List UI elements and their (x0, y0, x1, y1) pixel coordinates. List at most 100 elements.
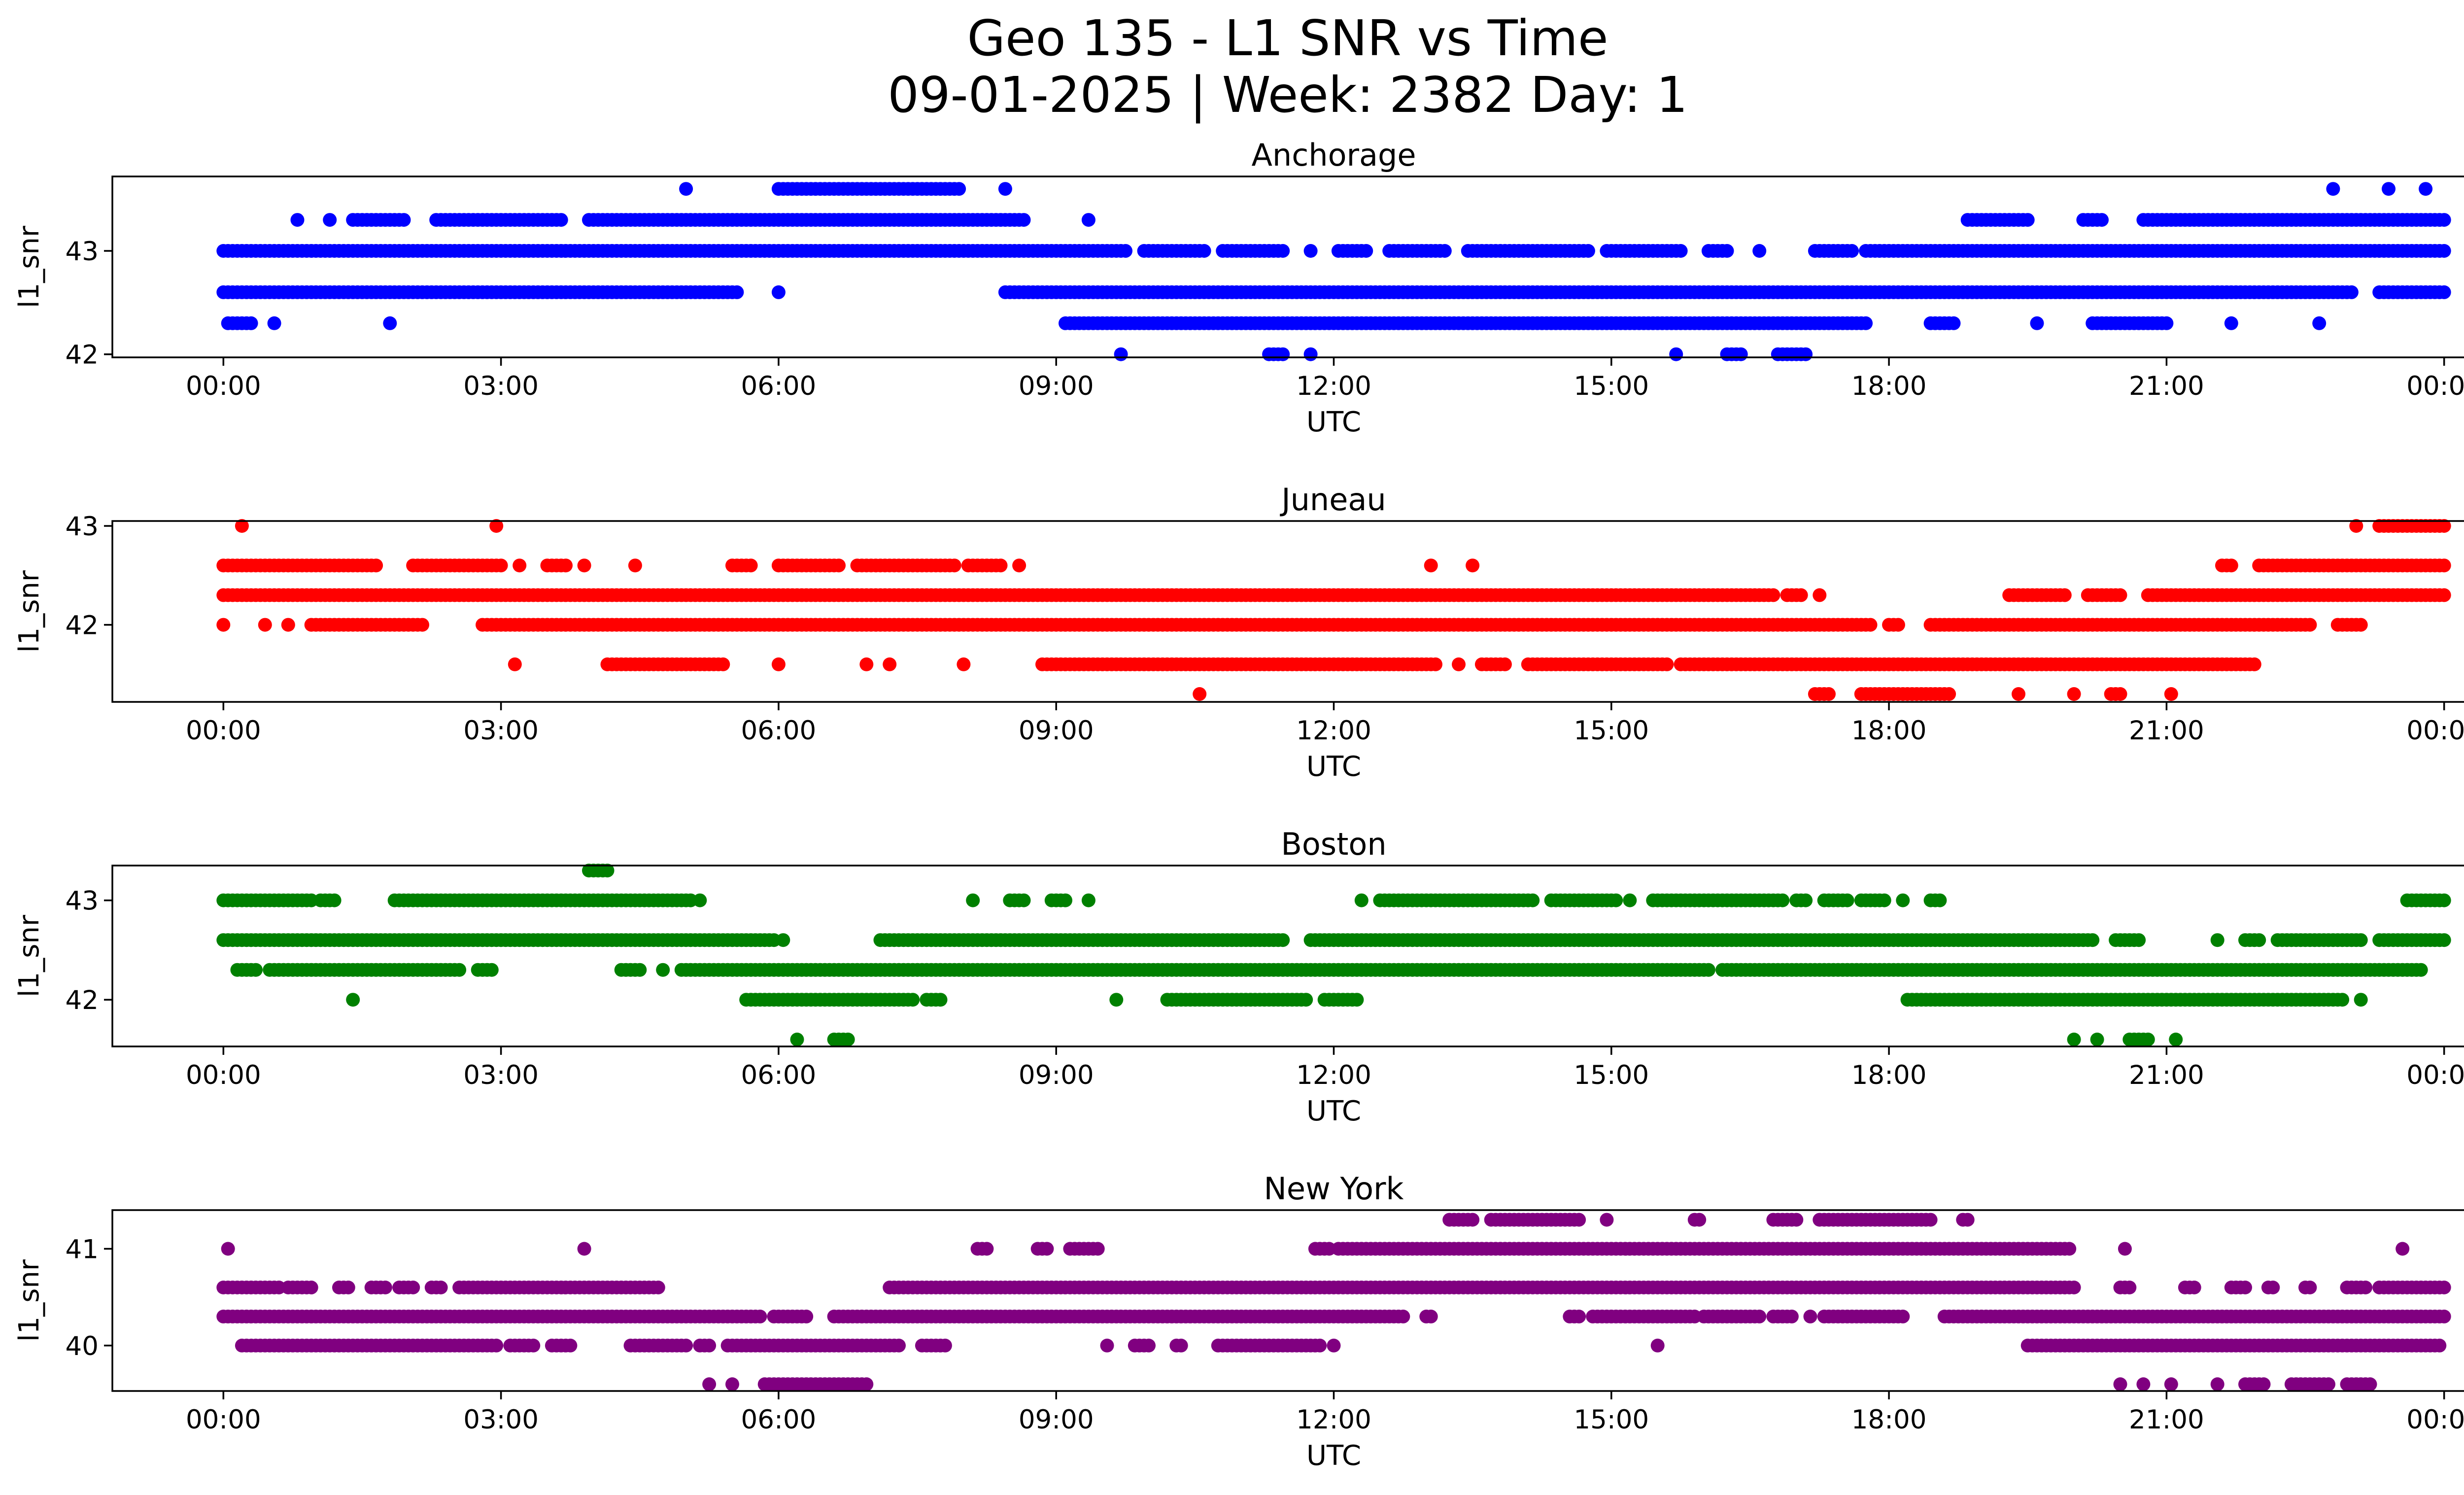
x-tick-label: 03:00 (463, 1060, 539, 1090)
data-point (1276, 347, 1290, 361)
data-point (1327, 1338, 1341, 1353)
data-point (2210, 933, 2224, 947)
y-axis-label: l1_snr (13, 225, 45, 308)
data-point (633, 963, 647, 977)
data-point (2247, 657, 2261, 671)
data-point (776, 933, 790, 947)
x-tick-label: 21:00 (2129, 716, 2204, 746)
data-point (2437, 244, 2451, 258)
data-point (1109, 993, 1124, 1007)
data-point (1845, 244, 1859, 258)
data-point (1799, 893, 1813, 907)
data-point (2437, 933, 2451, 947)
data-point (1947, 316, 1961, 330)
data-point (2257, 1377, 2271, 1391)
data-point (892, 1338, 906, 1353)
data-point (957, 657, 971, 671)
x-tick-label: 00:00 (186, 716, 261, 746)
data-point (679, 1338, 693, 1353)
data-point (1822, 687, 1836, 701)
x-tick-label: 15:00 (1574, 1060, 1649, 1090)
data-point (489, 1338, 504, 1353)
data-point (1354, 893, 1369, 907)
data-point (2086, 933, 2100, 947)
data-point (1303, 347, 1318, 361)
data-point (2159, 316, 2174, 330)
data-point (1174, 1338, 1188, 1353)
x-tick-label: 15:00 (1574, 716, 1649, 746)
data-point (563, 1338, 578, 1353)
chart-title-line2: 09-01-2025 | Week: 2382 Day: 1 (888, 66, 1687, 124)
data-point (2354, 933, 2368, 947)
data-point (1142, 1338, 1156, 1353)
x-tick-label: 00:00 (2406, 1060, 2464, 1090)
data-point (2432, 1338, 2447, 1353)
data-point (2113, 1377, 2127, 1391)
panel-title-anchorage: Anchorage (1251, 137, 1416, 173)
data-point (2437, 285, 2451, 299)
data-point (1017, 213, 1031, 227)
data-point (1081, 213, 1095, 227)
data-point (2335, 993, 2350, 1007)
y-tick-label: 42 (66, 985, 99, 1015)
data-point (577, 558, 591, 573)
data-point (933, 993, 948, 1007)
data-point (1720, 244, 1734, 258)
data-point (484, 963, 499, 977)
data-point (1933, 893, 1947, 907)
data-point (2210, 1377, 2224, 1391)
y-axis-label: l1_snr (13, 570, 45, 653)
data-point (2030, 316, 2044, 330)
data-point (323, 213, 337, 227)
data-point (2020, 213, 2035, 227)
data-point (249, 963, 263, 977)
data-point (966, 893, 980, 907)
data-point (1012, 558, 1027, 573)
data-point (378, 1281, 392, 1294)
data-point (1701, 963, 1715, 977)
data-point (841, 1032, 855, 1046)
data-point (346, 993, 360, 1007)
data-point (2437, 519, 2451, 533)
data-point (2349, 519, 2363, 533)
data-point (1650, 1338, 1665, 1353)
data-point (753, 1309, 767, 1323)
plot-frame-anchorage (111, 175, 2464, 358)
data-point (2164, 1377, 2178, 1391)
data-point (656, 963, 670, 977)
data-point (397, 213, 411, 227)
data-point (1863, 618, 1878, 632)
x-tick-label: 09:00 (1019, 716, 1094, 746)
data-point (883, 657, 897, 671)
data-point (2141, 1032, 2155, 1046)
data-point (1581, 244, 1595, 258)
x-tick-label: 09:00 (1019, 1060, 1094, 1090)
data-point (2437, 588, 2451, 602)
data-point (1059, 893, 1072, 907)
data-point (304, 1281, 318, 1294)
data-point (2164, 687, 2178, 701)
data-point (2312, 316, 2327, 330)
data-point (1942, 687, 1956, 701)
data-point (235, 519, 249, 533)
data-point (1193, 687, 1207, 701)
data-point (1840, 893, 1854, 907)
data-point (2113, 588, 2127, 602)
data-point (508, 657, 522, 671)
data-point (2067, 1032, 2081, 1046)
x-tick-label: 21:00 (2129, 371, 2204, 401)
x-axis-label: UTC (1306, 1095, 1361, 1127)
data-point (327, 893, 342, 907)
plot-frame-boston (111, 865, 2464, 1047)
x-tick-label: 06:00 (741, 716, 817, 746)
x-tick-label: 00:00 (2406, 371, 2464, 401)
y-tick-label: 42 (66, 611, 99, 641)
data-point (2095, 213, 2109, 227)
data-point (1081, 893, 1095, 907)
data-point (2354, 618, 2368, 632)
y-tick-label: 43 (66, 886, 99, 916)
data-point (2057, 588, 2072, 602)
data-point (832, 558, 846, 573)
